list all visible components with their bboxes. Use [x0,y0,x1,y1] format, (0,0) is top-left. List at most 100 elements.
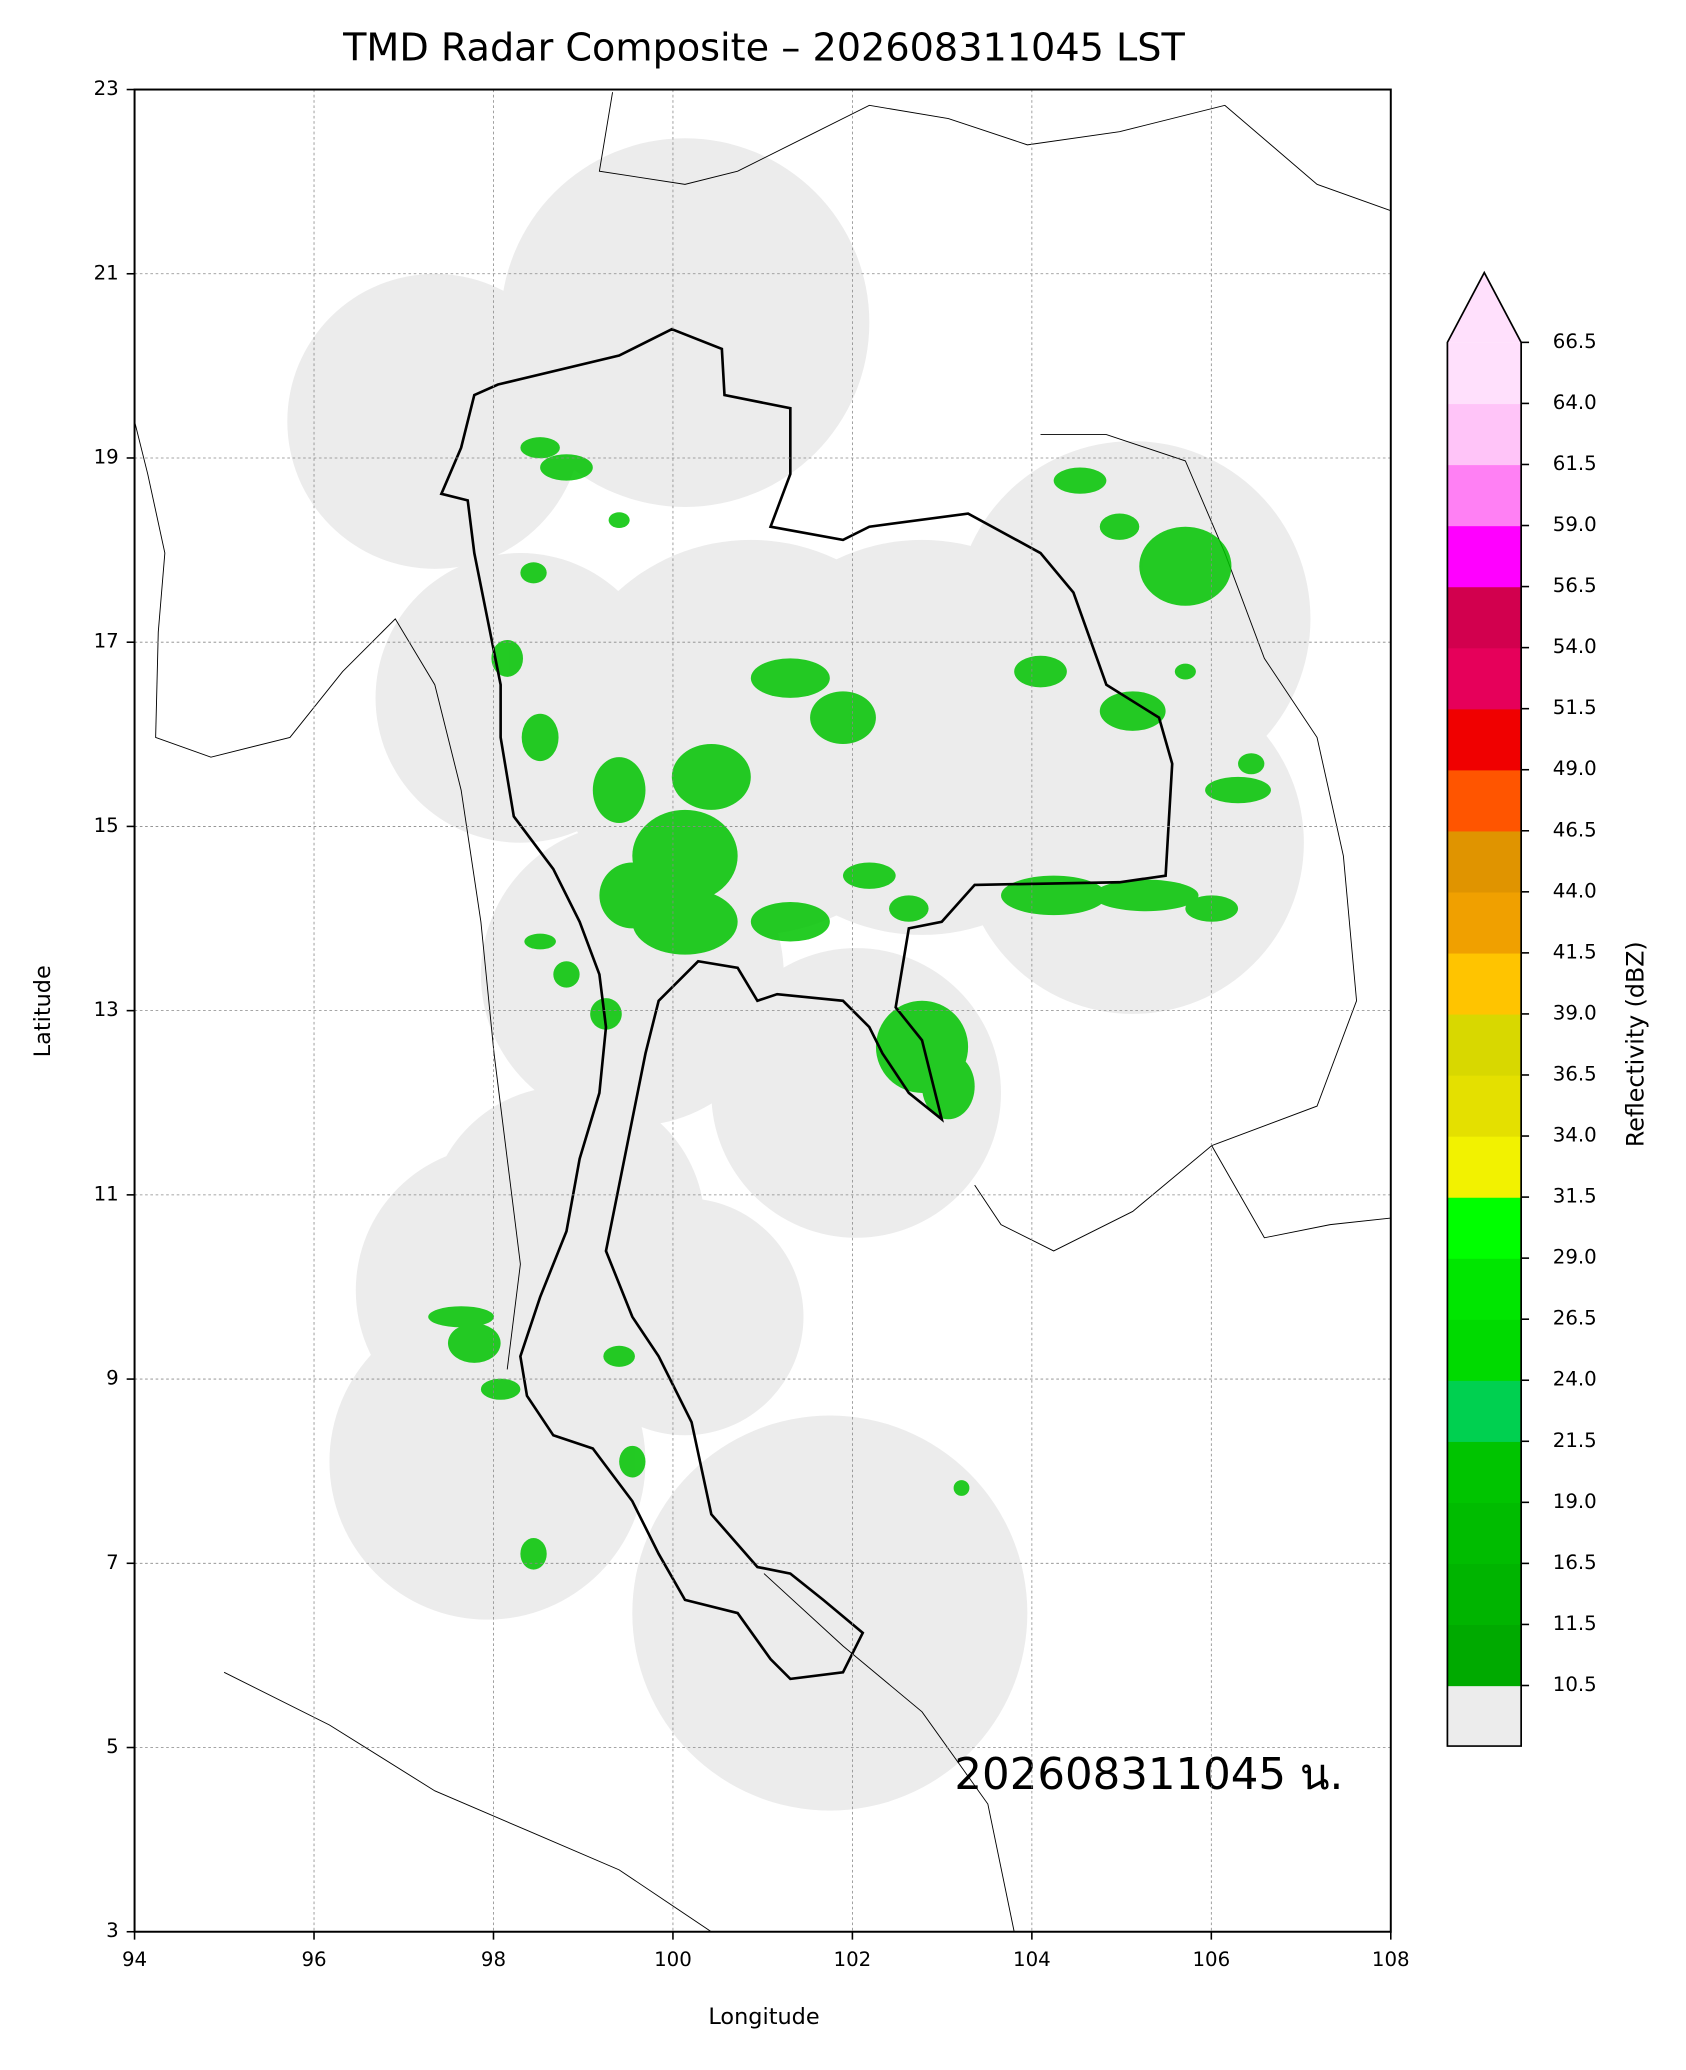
echo [480,1378,521,1400]
echo [1205,776,1271,804]
colorbar-tick-label: 51.5 [1553,696,1597,719]
colorbar-tick-label: 26.5 [1553,1307,1597,1330]
colorbar-bin [1447,1013,1522,1076]
colorbar-tick-label: 34.0 [1553,1124,1597,1147]
echo [922,1053,975,1120]
echo [619,1445,646,1478]
echo [590,998,622,1030]
colorbar-tick-label: 61.5 [1553,452,1597,475]
x-tick-label: 106 [1192,1948,1230,1971]
y-tick-label: 3 [106,1919,119,1942]
x-tick-label: 98 [481,1948,506,1971]
colorbar-bin [1447,1319,1522,1381]
echo [843,862,896,889]
colorbar-label: Reflectivity (dBZ) [1622,941,1650,1147]
colorbar-tick-label: 41.5 [1553,940,1597,963]
radar-echoes [428,437,1271,1570]
echo [1238,753,1265,775]
colorbar-bin [1447,1502,1522,1565]
colorbar-bin [1447,708,1522,771]
colorbar-tick-label: 59.0 [1553,513,1597,536]
map-layer [134,92,1391,1932]
x-tick-label: 104 [1013,1948,1051,1971]
colorbar-frame [1446,270,1523,1747]
echo [889,895,929,922]
radar-coverage [287,138,1311,1811]
y-tick-label: 21 [94,261,119,284]
colorbar-bin [1447,647,1522,710]
colorbar-tick-label: 29.0 [1553,1246,1597,1269]
colorbar-tick-label: 36.5 [1553,1062,1597,1085]
echo [1001,875,1107,916]
echo [1093,879,1199,912]
colorbar-bin [1447,1624,1522,1687]
colorbar-bin [1447,342,1522,405]
colorbar-bin [1447,525,1522,588]
colorbar-bin [1447,1197,1522,1259]
y-tick-label: 5 [106,1735,119,1758]
colorbar-bin [1447,769,1522,832]
colorbar-tick-label: 49.0 [1553,757,1597,780]
y-tick-label: 23 [94,77,119,100]
x-tick-label: 100 [654,1948,692,1971]
echo [1139,526,1232,606]
echo [447,1323,501,1363]
echo [524,933,556,950]
timestamp-annotation: 202608311045 น. [954,1750,1343,1800]
colorbar-bin [1447,464,1522,527]
echo [1174,663,1196,680]
y-tick-label: 11 [94,1182,119,1205]
colorbar-bin [1447,403,1522,466]
echo [491,639,524,677]
colorbar-bin [1447,586,1522,649]
colorbar-bin [1447,1074,1522,1137]
echo [1099,691,1166,731]
y-tick-label: 7 [106,1551,119,1574]
colorbar-tick-label: 24.0 [1553,1368,1597,1391]
colorbar-tick-label: 64.0 [1553,391,1597,414]
colorbar-bin [1447,1441,1522,1504]
echo [750,658,830,698]
colorbar-bin [1447,1136,1522,1198]
plot-frame [133,88,1392,1933]
y-tick-label: 19 [94,445,119,468]
echo [671,743,751,810]
colorbar-tick-label: 44.0 [1553,879,1597,902]
colorbar-bin [1447,1380,1522,1442]
colorbar-bin [1447,830,1522,893]
x-tick-label: 94 [122,1948,147,1971]
echo [608,512,630,529]
x-axis-label: Longitude [708,2004,819,2030]
colorbar-bin [1447,952,1522,1015]
y-tick-label: 17 [94,630,119,653]
colorbar-extend [1447,272,1522,343]
echo [1099,513,1140,540]
echo [540,454,593,481]
colorbar-tick-label: 21.5 [1553,1429,1597,1452]
colorbar-tick-label: 46.5 [1553,818,1597,841]
echo [520,437,560,459]
coastlines [134,92,1391,1932]
colorbar-under [1447,1685,1522,1747]
colorbar-tick-label: 56.5 [1553,574,1597,597]
echo [520,1538,547,1570]
colorbar-tick-label: 66.5 [1553,330,1597,353]
echo [428,1306,495,1328]
colorbar-tick-label: 31.5 [1553,1185,1597,1208]
colorbar-tick-label: 54.0 [1553,635,1597,658]
echo [953,1480,970,1496]
y-tick-label: 15 [94,814,119,837]
x-tick-label: 102 [834,1948,872,1971]
echo [521,713,559,762]
y-tick-label: 9 [106,1367,119,1390]
colorbar-tick-label: 19.0 [1553,1490,1597,1513]
colorbar-tick-label: 16.5 [1553,1551,1597,1574]
echo [1014,655,1067,688]
echo [520,562,547,584]
echo [750,902,830,942]
colorbar-tick-label: 10.5 [1553,1673,1597,1696]
echo [632,888,738,955]
y-axis-label: Latitude [30,965,56,1057]
x-tick-label: 108 [1372,1948,1410,1971]
